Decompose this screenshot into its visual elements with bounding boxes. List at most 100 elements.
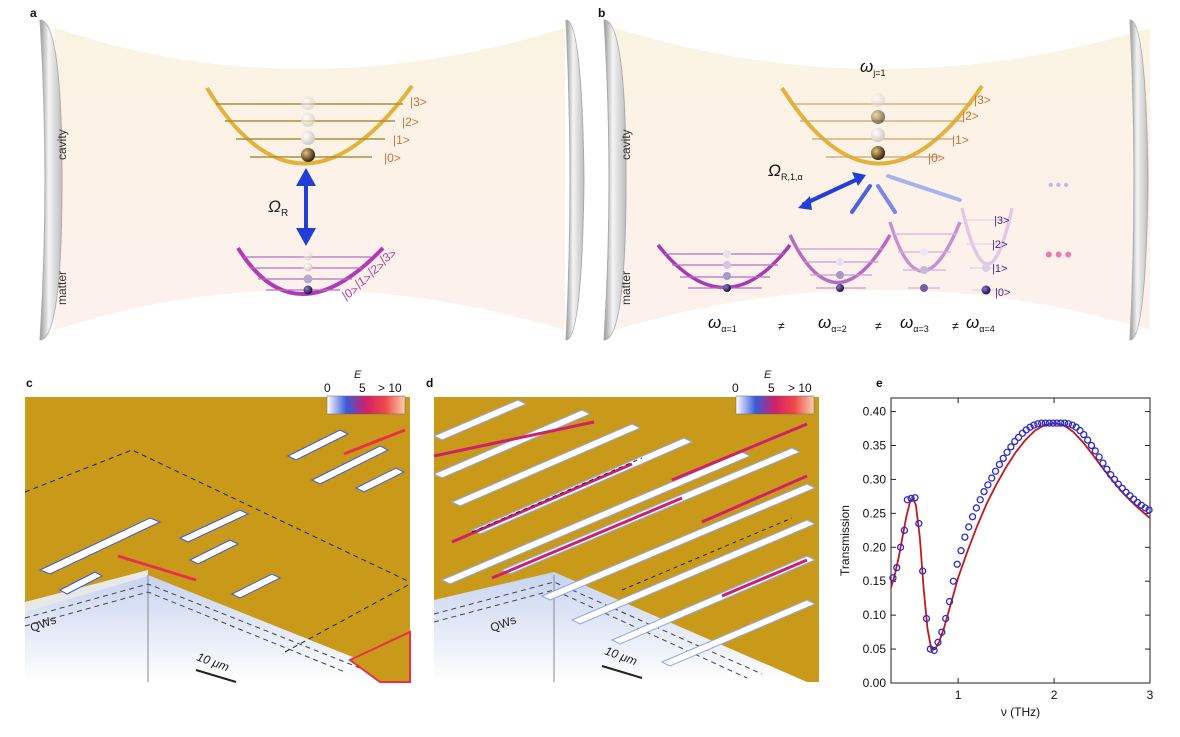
panel-b: b [590,0,1180,352]
y-tick-label: 0.05 [863,642,887,656]
data-point [1145,506,1153,514]
data-point [972,504,981,512]
matter-ellipsis: ••• [1045,242,1074,267]
data-point [911,494,919,502]
svg-text:ωα=2: ωα=2 [818,313,847,334]
data-point [907,494,915,503]
data-point [976,496,984,504]
data-point [1045,419,1053,427]
svg-text:|0>: |0> [995,287,1010,299]
matter-oscillator-4 [960,207,1014,295]
cavity-label: cavity [55,129,69,160]
data-point [968,513,977,521]
data-point [957,547,965,555]
data-point [1030,421,1038,429]
data-point [980,487,988,496]
matter-oscillator-3 [888,221,962,292]
panel-d-letter: d [426,376,434,390]
matter-oscillator-1 [656,243,792,292]
data-point [930,646,938,655]
panel-c-letter: c [26,376,33,390]
coupling-arrow [296,168,316,246]
svg-text:≠: ≠ [778,319,785,333]
data-point [903,496,911,504]
panel-b-letter: b [598,6,606,20]
data-point [1114,480,1122,488]
data-point [1026,423,1034,431]
colorbar-tick-0: 0 [324,381,331,395]
data-point [1110,475,1119,484]
y-tick-label: 0.30 [863,472,887,486]
svg-text:ωα=4: ωα=4 [966,313,995,334]
plot-frame [890,397,1151,684]
svg-text:ωα=3: ωα=3 [900,313,929,334]
cavity-frequency: ωj=1 [860,57,886,78]
x-tick-label: 2 [1051,688,1058,702]
data-point [1083,436,1092,444]
panel-e-letter: e [876,376,883,390]
right-mirror [565,19,585,341]
fit-curve [890,422,1151,650]
matter-oscillator-2 [788,234,892,292]
panel-d-simulation: QWs 10 μm Ẽ 0 5 > 10 [432,370,819,682]
cavity-oscillator [780,84,984,166]
data-point [1064,420,1073,428]
svg-text:|3>: |3> [410,95,427,109]
panel-c: c [0,370,415,690]
colorbar-tick-2: > 10 [378,381,402,395]
y-tick-label: 0.40 [863,405,887,419]
data-point [934,638,942,646]
data-point [1041,419,1050,427]
panel-a: a [0,0,590,352]
colorbar [735,395,815,415]
data-point [1126,492,1134,500]
data-point [953,560,961,568]
cavity-level-labels: |0> |1> |2> |3> [928,93,991,165]
data-point [1118,484,1126,492]
data-point [893,563,901,572]
panel-c-simulation: QWs 10 μm Ẽ 0 5 > 10 [24,370,411,683]
cavity-label: cavity [619,129,633,160]
colorbar-tick-2: > 10 [788,381,812,395]
cavity-ellipsis: ••• [1048,177,1071,194]
y-tick-label: 0.35 [863,439,887,453]
y-tick-label: 0.10 [863,608,887,622]
data-point [1053,419,1061,427]
panel-a-illustration: cavity matter ΩR |0> |1> |2> |3> |0> |1>… [39,19,585,341]
svg-text:|1>: |1> [393,133,410,147]
data-point [991,467,1000,475]
data-point [949,577,958,585]
colorbar-tick-1: 5 [359,381,366,395]
data-point [919,567,927,575]
matter-oscillator [236,246,385,296]
svg-text:|2>: |2> [962,109,979,123]
data-point [1091,447,1099,455]
svg-text:|3>: |3> [974,93,991,107]
data-point [1076,426,1084,435]
data-point [945,597,954,606]
cavity-oscillator [205,84,414,166]
data-point [999,454,1007,463]
data-point [1080,430,1088,439]
data-point [1099,459,1107,467]
data-point [1037,419,1046,427]
data-point [889,574,897,582]
data-point [1060,419,1069,427]
data-point [926,645,934,653]
data-point [1103,465,1111,473]
y-axis-label: Transmission [838,505,852,576]
svg-text:≠: ≠ [875,319,882,333]
svg-text:|1>: |1> [952,133,969,147]
svg-text:|1>: |1> [992,263,1007,275]
data-point [1095,453,1103,461]
y-tick-label: 0.20 [863,540,887,554]
x-tick-label: 1 [955,688,962,702]
data-point [1130,495,1138,503]
svg-text:ωα=1: ωα=1 [708,313,737,334]
data-point [938,628,946,636]
panel-e: e 0.00 0.05 0.10 0.15 0.20 0.25 0.30 0.35 0.40 1 2… [830,370,1180,737]
data-point [915,519,923,528]
data-point [965,523,973,531]
coupling-symbol: ΩR [268,197,288,219]
svg-text:≠: ≠ [952,319,959,333]
